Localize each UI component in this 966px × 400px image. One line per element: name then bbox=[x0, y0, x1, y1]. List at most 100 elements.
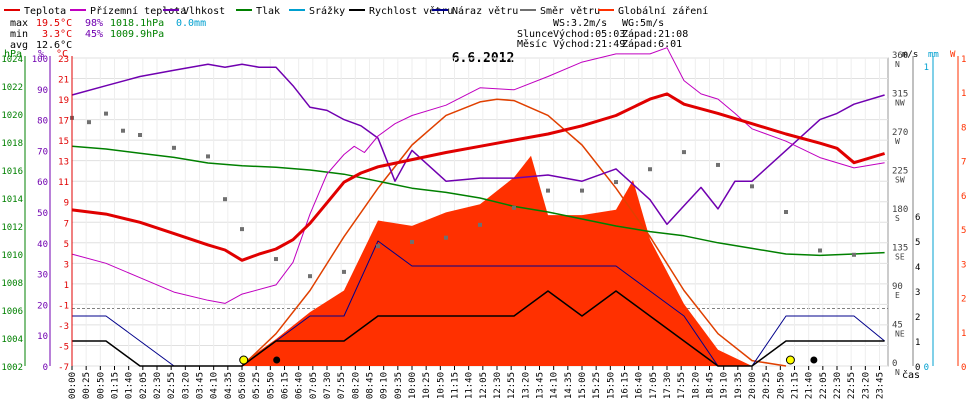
ms-tick-label: 0 bbox=[915, 363, 920, 373]
w-tick-label: 889 bbox=[961, 123, 966, 133]
time-tick-label: 14:10 bbox=[550, 372, 560, 399]
c-tick-label: 1 bbox=[64, 281, 69, 291]
c-tick-label: -1 bbox=[58, 301, 69, 311]
c-tick-label: 5 bbox=[64, 240, 69, 250]
c-tick-label: -5 bbox=[58, 342, 69, 352]
ms-tick-label: 3 bbox=[915, 288, 920, 298]
time-tick-label: 02:55 bbox=[167, 372, 177, 399]
wind-direction-point bbox=[580, 188, 584, 193]
wind-direction-point bbox=[274, 257, 278, 262]
time-tick-label: 12:30 bbox=[493, 372, 503, 399]
wind-direction-point bbox=[410, 239, 414, 244]
w-tick-label: 127 bbox=[961, 329, 966, 339]
wind-direction-point bbox=[546, 188, 550, 193]
x-axis-label: čas bbox=[902, 369, 920, 381]
time-tick-label: 17:55 bbox=[677, 372, 687, 399]
hpa-tick-label: 1012 bbox=[1, 223, 23, 233]
c-tick-label: 13 bbox=[58, 158, 69, 168]
mm-tick-label: 0 bbox=[924, 363, 929, 373]
wind-direction-point bbox=[512, 205, 516, 210]
time-tick-label: 18:20 bbox=[691, 372, 701, 399]
wind-direction-point bbox=[648, 167, 652, 172]
w-tick-label: 1016 bbox=[961, 89, 966, 99]
wind-direction-point bbox=[87, 120, 91, 125]
wind-direction-point bbox=[478, 222, 482, 227]
hpa-axis-unit: hPa bbox=[4, 49, 22, 60]
c-axis-unit: °C bbox=[56, 49, 68, 60]
time-tick-label: 13:20 bbox=[521, 372, 531, 399]
time-tick-label: 14:35 bbox=[564, 372, 574, 399]
wind-direction-point bbox=[172, 145, 176, 150]
time-tick-label: 15:00 bbox=[578, 372, 588, 399]
w-tick-label: 762 bbox=[961, 158, 966, 168]
dir-compass-label: E bbox=[895, 291, 900, 300]
time-tick-label: 20:00 bbox=[748, 372, 758, 399]
pct-tick-label: 20 bbox=[37, 301, 48, 311]
wind-direction-point bbox=[138, 133, 142, 137]
ms-axis-unit: m/s bbox=[902, 50, 918, 60]
time-tick-label: 12:05 bbox=[479, 372, 489, 399]
time-tick-label: 09:10 bbox=[380, 372, 390, 399]
dir-tick-label: 0 bbox=[892, 359, 897, 369]
time-tick-label: 01:15 bbox=[111, 372, 121, 399]
dir-compass-label: S bbox=[895, 214, 900, 223]
time-tick-label: 21:40 bbox=[805, 372, 815, 399]
dir-tick-label: 270 bbox=[892, 128, 908, 138]
time-tick-label: 05:00 bbox=[238, 372, 248, 399]
time-tick-label: 00:00 bbox=[68, 372, 78, 399]
legend-label: Tlak bbox=[256, 6, 280, 17]
moonrise-marker bbox=[810, 356, 818, 364]
info-moonrise: Východ:21:49 bbox=[553, 38, 625, 50]
dir-compass-label: NE bbox=[895, 330, 905, 339]
info-ws: WS:3.2m/s bbox=[553, 18, 607, 29]
pct-tick-label: 100 bbox=[32, 55, 48, 65]
w-axis-unit: W bbox=[950, 50, 956, 60]
sunrise-marker bbox=[239, 355, 249, 365]
wind-direction-point bbox=[206, 154, 210, 159]
wind-direction-point bbox=[784, 210, 788, 214]
wind-direction-point bbox=[818, 248, 822, 253]
legend-label: Teplota bbox=[24, 6, 66, 17]
hpa-tick-label: 1016 bbox=[1, 167, 23, 177]
hpa-tick-label: 1020 bbox=[1, 111, 23, 121]
c-tick-label: -7 bbox=[58, 363, 69, 373]
wind-direction-point bbox=[121, 128, 125, 133]
time-tick-label: 17:05 bbox=[649, 372, 659, 399]
time-tick-label: 11:15 bbox=[451, 372, 461, 399]
time-tick-label: 20:50 bbox=[776, 372, 786, 399]
dir-compass-label: N bbox=[895, 368, 900, 377]
legend-label: Náraz větru bbox=[452, 5, 518, 17]
time-tick-label: 04:35 bbox=[224, 372, 234, 399]
c-tick-label: 23 bbox=[58, 55, 69, 65]
dir-tick-label: 45 bbox=[892, 321, 903, 331]
legend-label: Rychlost větru bbox=[369, 5, 453, 17]
time-tick-label: 09:35 bbox=[394, 372, 404, 399]
ms-tick-label: 6 bbox=[915, 213, 920, 223]
dir-compass-label: NW bbox=[895, 99, 905, 108]
wind-direction-point bbox=[682, 150, 686, 155]
time-tick-label: 07:05 bbox=[309, 372, 319, 399]
time-tick-label: 05:25 bbox=[252, 372, 262, 399]
legend-label: Přízemní teplota bbox=[90, 5, 186, 17]
pct-tick-label: 50 bbox=[37, 209, 48, 219]
time-tick-label: 16:40 bbox=[635, 372, 645, 399]
series-temperature bbox=[71, 92, 886, 262]
w-tick-label: 508 bbox=[961, 226, 966, 236]
time-tick-label: 10:00 bbox=[408, 372, 418, 399]
time-tick-label: 10:50 bbox=[436, 372, 446, 399]
wind-direction-point bbox=[240, 227, 244, 232]
time-tick-label: 15:50 bbox=[606, 372, 616, 399]
info-sunset: Západ:21:08 bbox=[622, 28, 688, 40]
pct-tick-label: 70 bbox=[37, 147, 48, 157]
dir-compass-label: N bbox=[895, 60, 900, 69]
hpa-tick-label: 1004 bbox=[1, 335, 23, 345]
w-tick-label: 635 bbox=[961, 192, 966, 202]
wind-direction-point bbox=[342, 269, 346, 274]
hpa-tick-label: 1008 bbox=[1, 279, 23, 289]
legend-label: Směr větru bbox=[540, 5, 600, 17]
ms-tick-label: 1 bbox=[915, 338, 920, 348]
w-tick-label: 254 bbox=[961, 295, 966, 305]
